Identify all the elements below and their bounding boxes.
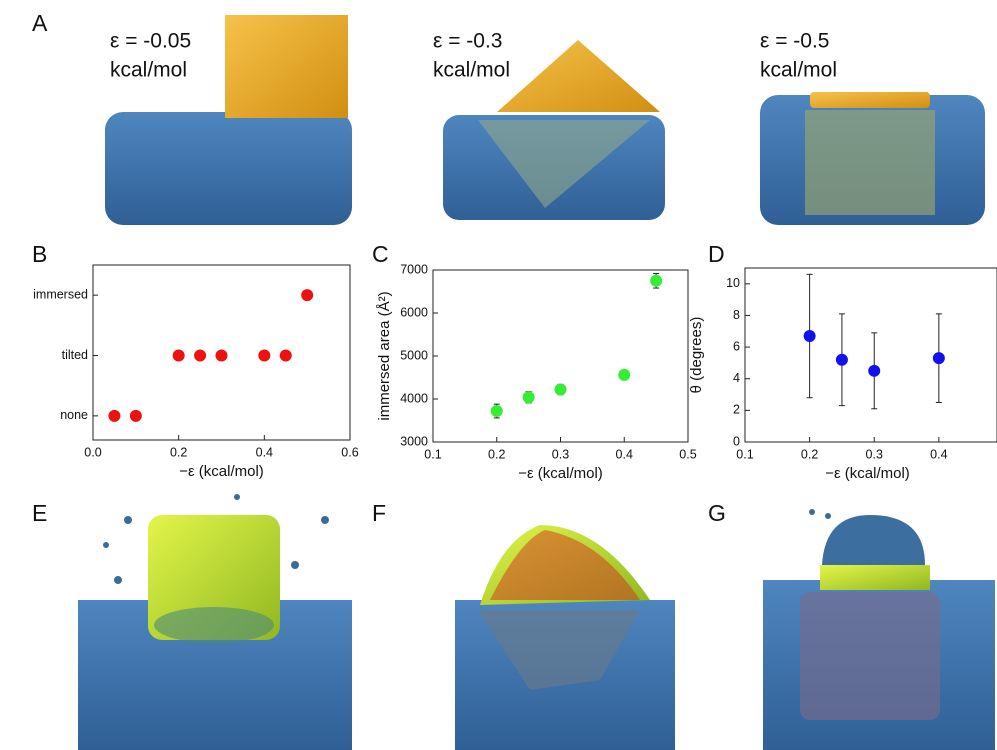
panel-label: F xyxy=(372,500,386,526)
y-tick-label: none xyxy=(60,408,88,422)
x-tick-label: 0.2 xyxy=(801,447,818,461)
image-a2 xyxy=(443,40,665,220)
image-a1 xyxy=(105,15,352,225)
charts: 0.0 0.2 0.4 0.6 none tilted immersed −ε (kcal/m… xyxy=(33,262,997,482)
x-axis-label: −ε (kcal/mol) xyxy=(518,465,603,482)
y-tick-label: 6000 xyxy=(400,305,428,319)
y-tick-label: 6 xyxy=(733,339,740,353)
panel-label: E xyxy=(32,500,47,526)
point xyxy=(172,349,185,362)
x-tick-label: 0.3 xyxy=(552,447,569,461)
y-tick-label: tilted xyxy=(62,348,88,362)
image-a3 xyxy=(760,92,985,225)
y-axis-label: θ (degrees) xyxy=(688,317,705,394)
x-tick-label: 0.5 xyxy=(679,447,696,461)
y-tick-label: 4 xyxy=(733,371,740,385)
image-f xyxy=(455,525,675,750)
x-tick-label: 0.4 xyxy=(616,447,633,461)
plot-frame xyxy=(744,267,997,443)
caption: ε = -0.5 xyxy=(760,30,829,53)
y-tick-label: 0 xyxy=(733,434,740,448)
panel-label: B xyxy=(32,241,47,267)
x-tick-label: 0.4 xyxy=(256,445,273,459)
panel-label: G xyxy=(708,500,726,526)
panel-label: C xyxy=(372,241,389,267)
caption: ε = -0.3 xyxy=(433,30,502,53)
plot-frame xyxy=(92,264,351,441)
image-g xyxy=(763,509,995,750)
panel-label: D xyxy=(708,241,725,267)
image-e xyxy=(78,494,352,750)
point xyxy=(129,409,142,422)
point xyxy=(618,368,631,381)
y-tick-label: 8 xyxy=(733,308,740,322)
x-tick-label: 0.3 xyxy=(866,447,883,461)
chart: 0.1 0.2 0.3 0.4 0 2 4 6 8 10 −ε (kcal/mol) θ (degre… xyxy=(688,267,997,482)
point xyxy=(868,364,881,377)
chart: 0.0 0.2 0.4 0.6 none tilted immersed −ε (kcal/m… xyxy=(33,264,359,480)
point xyxy=(803,330,816,343)
plot-frame xyxy=(432,269,689,443)
y-tick-label: 2 xyxy=(733,403,740,417)
y-tick-label: 3000 xyxy=(400,434,428,448)
point xyxy=(522,391,535,404)
point xyxy=(301,289,314,302)
point xyxy=(194,349,207,362)
point xyxy=(490,405,503,418)
point xyxy=(215,349,228,362)
x-tick-label: 0.1 xyxy=(424,447,441,461)
y-tick-label: 4000 xyxy=(400,391,428,405)
x-tick-label: 0.2 xyxy=(488,447,505,461)
x-tick-label: 0.1 xyxy=(736,447,753,461)
y-tick-label: 5000 xyxy=(400,348,428,362)
point xyxy=(554,383,567,396)
caption: kcal/mol xyxy=(110,59,187,82)
chart: 0.1 0.2 0.3 0.4 0.5 3000 4000 5000 6000 7000 −ε (k… xyxy=(376,262,697,482)
x-axis-label: −ε (kcal/mol) xyxy=(825,465,910,482)
y-tick-label: 10 xyxy=(726,276,740,290)
point xyxy=(108,409,121,422)
labels: A B C D E F Gε = -0.05 kcal/mol ε = -0.3 kcal/mol… xyxy=(32,10,837,526)
x-tick-label: 0.4 xyxy=(930,447,947,461)
point xyxy=(932,352,945,365)
y-tick-label: 7000 xyxy=(400,262,428,276)
point xyxy=(835,353,848,366)
x-tick-label: 0.0 xyxy=(84,445,101,459)
point xyxy=(650,274,663,287)
x-axis-label: −ε (kcal/mol) xyxy=(179,463,264,480)
caption: kcal/mol xyxy=(433,59,510,82)
point xyxy=(279,349,292,362)
point xyxy=(258,349,271,362)
x-tick-label: 0.6 xyxy=(341,445,358,459)
panel-label: A xyxy=(32,10,48,36)
caption: kcal/mol xyxy=(760,59,837,82)
x-tick-label: 0.2 xyxy=(170,445,187,459)
caption: ε = -0.05 xyxy=(110,30,191,53)
y-tick-label: immersed xyxy=(33,287,88,301)
y-axis-label: immersed area (Å²) xyxy=(376,291,393,420)
